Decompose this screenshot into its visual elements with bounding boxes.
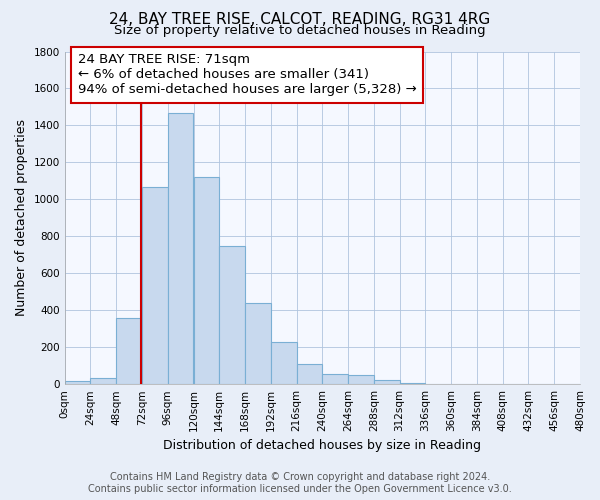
Bar: [348, 375, 374, 384]
Bar: [142, 188, 168, 384]
Bar: [271, 342, 296, 384]
X-axis label: Distribution of detached houses by size in Reading: Distribution of detached houses by size …: [163, 440, 481, 452]
Bar: [296, 364, 322, 384]
Bar: [322, 374, 348, 384]
Text: Contains HM Land Registry data © Crown copyright and database right 2024.
Contai: Contains HM Land Registry data © Crown c…: [88, 472, 512, 494]
Text: 24, BAY TREE RISE, CALCOT, READING, RG31 4RG: 24, BAY TREE RISE, CALCOT, READING, RG31…: [109, 12, 491, 26]
Bar: [245, 303, 271, 384]
Y-axis label: Number of detached properties: Number of detached properties: [15, 120, 28, 316]
Text: 24 BAY TREE RISE: 71sqm
← 6% of detached houses are smaller (341)
94% of semi-de: 24 BAY TREE RISE: 71sqm ← 6% of detached…: [77, 54, 416, 96]
Bar: [168, 114, 193, 384]
Bar: [116, 318, 142, 384]
Bar: [193, 177, 219, 384]
Bar: [219, 246, 245, 384]
Bar: [91, 378, 116, 384]
Text: Size of property relative to detached houses in Reading: Size of property relative to detached ho…: [114, 24, 486, 37]
Bar: [65, 382, 91, 384]
Bar: [374, 380, 400, 384]
